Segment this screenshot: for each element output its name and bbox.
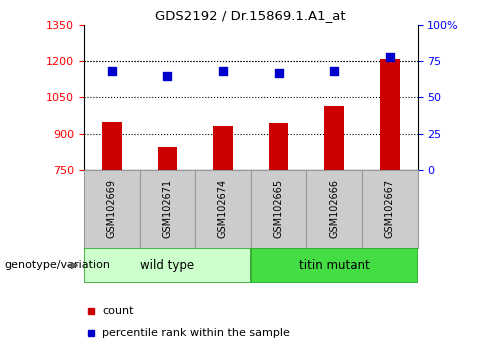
Text: GSM102667: GSM102667 bbox=[385, 179, 395, 239]
Bar bbox=[140, 170, 195, 248]
Bar bbox=[84, 170, 140, 248]
Text: GSM102674: GSM102674 bbox=[218, 179, 228, 239]
Point bbox=[275, 70, 282, 75]
Point bbox=[164, 73, 171, 78]
Point bbox=[108, 68, 116, 74]
Bar bbox=[157, 147, 177, 170]
Text: percentile rank within the sample: percentile rank within the sample bbox=[102, 328, 290, 338]
Bar bbox=[84, 248, 251, 283]
Bar bbox=[251, 248, 418, 283]
Bar bbox=[306, 170, 362, 248]
Bar bbox=[102, 121, 121, 170]
Point bbox=[219, 68, 227, 74]
Bar bbox=[380, 59, 399, 170]
Text: genotype/variation: genotype/variation bbox=[5, 261, 111, 270]
Text: wild type: wild type bbox=[140, 259, 194, 272]
Bar bbox=[251, 170, 306, 248]
Bar bbox=[213, 126, 233, 170]
Bar bbox=[269, 123, 288, 170]
Text: GSM102671: GSM102671 bbox=[162, 179, 172, 239]
Text: titin mutant: titin mutant bbox=[299, 259, 370, 272]
Bar bbox=[324, 106, 344, 170]
Text: GSM102669: GSM102669 bbox=[107, 179, 117, 238]
Text: count: count bbox=[102, 306, 134, 316]
Title: GDS2192 / Dr.15869.1.A1_at: GDS2192 / Dr.15869.1.A1_at bbox=[156, 9, 346, 22]
Bar bbox=[195, 170, 251, 248]
Text: GSM102666: GSM102666 bbox=[329, 179, 339, 238]
Point bbox=[330, 68, 338, 74]
Point bbox=[386, 54, 394, 59]
Text: GSM102665: GSM102665 bbox=[274, 179, 284, 239]
Bar bbox=[362, 170, 418, 248]
